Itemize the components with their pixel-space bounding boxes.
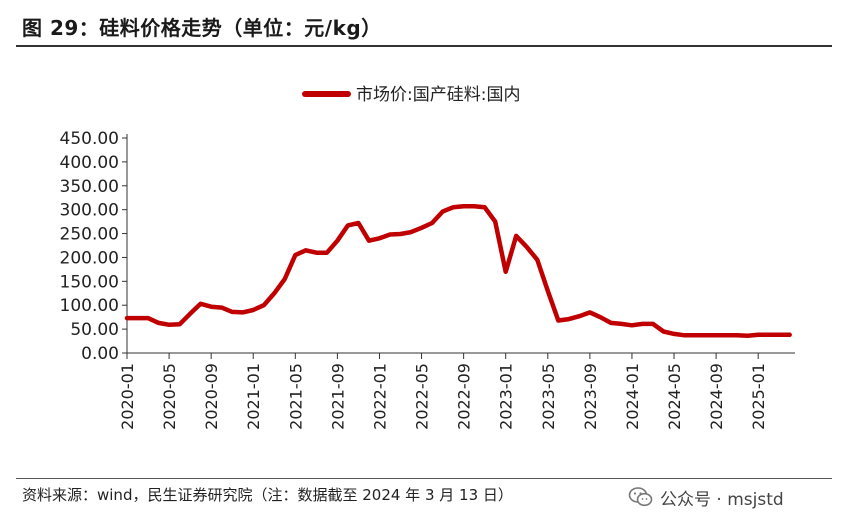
x-tick-label: 2025-01 — [749, 363, 768, 430]
y-tick-label: 300.00 — [60, 201, 119, 221]
plot-area — [124, 204, 792, 339]
x-tick-label: 2021-05 — [286, 363, 305, 430]
y-tick-label: 150.00 — [60, 272, 119, 292]
x-tick-label: 2024-09 — [707, 363, 726, 430]
x-tick-label: 2023-09 — [581, 363, 600, 430]
y-tick-label: 450.00 — [60, 129, 119, 149]
wechat-icon — [628, 487, 653, 507]
x-tick-label: 2022-01 — [370, 363, 389, 430]
watermark-text: 公众号 · msjstd — [660, 489, 784, 510]
x-tick-label: 2024-01 — [623, 363, 642, 430]
line-chart: 市场价:国产硅料:国内 0.00 50.00 100.00 150.00 200.00 2… — [60, 85, 795, 430]
x-tick-label: 2020-09 — [202, 363, 221, 430]
y-tick-label: 0.00 — [81, 344, 119, 364]
x-tick-label: 2023-01 — [497, 363, 516, 430]
x-tick-label: 2023-05 — [539, 363, 558, 430]
chart-legend: 市场价:国产硅料:国内 — [302, 85, 520, 105]
x-tick-label: 2024-05 — [665, 363, 684, 430]
y-axis: 0.00 50.00 100.00 150.00 200.00 250.00 300.00 3… — [60, 129, 128, 364]
legend-label: 市场价:国产硅料:国内 — [356, 85, 520, 105]
y-tick-label: 350.00 — [60, 177, 119, 197]
x-axis: 2020-01 2020-05 2020-09 2021-01 2021-05 2021-… — [118, 352, 795, 430]
x-tick-label: 2021-01 — [244, 363, 263, 430]
y-tick-label: 50.00 — [70, 320, 119, 340]
y-tick-label: 100.00 — [60, 296, 119, 316]
x-tick-label: 2022-09 — [455, 363, 474, 430]
y-tick-label: 200.00 — [60, 248, 119, 268]
source-note: 资料来源：wind，民生证券研究院（注：数据截至 2024 年 3 月 13 日… — [22, 486, 513, 504]
y-tick-label: 250.00 — [60, 225, 119, 245]
x-tick-label: 2020-05 — [160, 363, 179, 430]
series-line — [124, 204, 792, 339]
x-tick-label: 2021-09 — [328, 363, 347, 430]
watermark: 公众号 · msjstd — [628, 484, 784, 510]
x-tick-label: 2020-01 — [118, 363, 137, 430]
top-rule — [16, 45, 832, 47]
bottom-rule — [16, 478, 832, 479]
x-tick-label: 2022-05 — [413, 363, 432, 430]
y-tick-label: 400.00 — [60, 153, 119, 173]
figure-title: 图 29：硅料价格走势（单位：元/kg） — [22, 16, 382, 40]
